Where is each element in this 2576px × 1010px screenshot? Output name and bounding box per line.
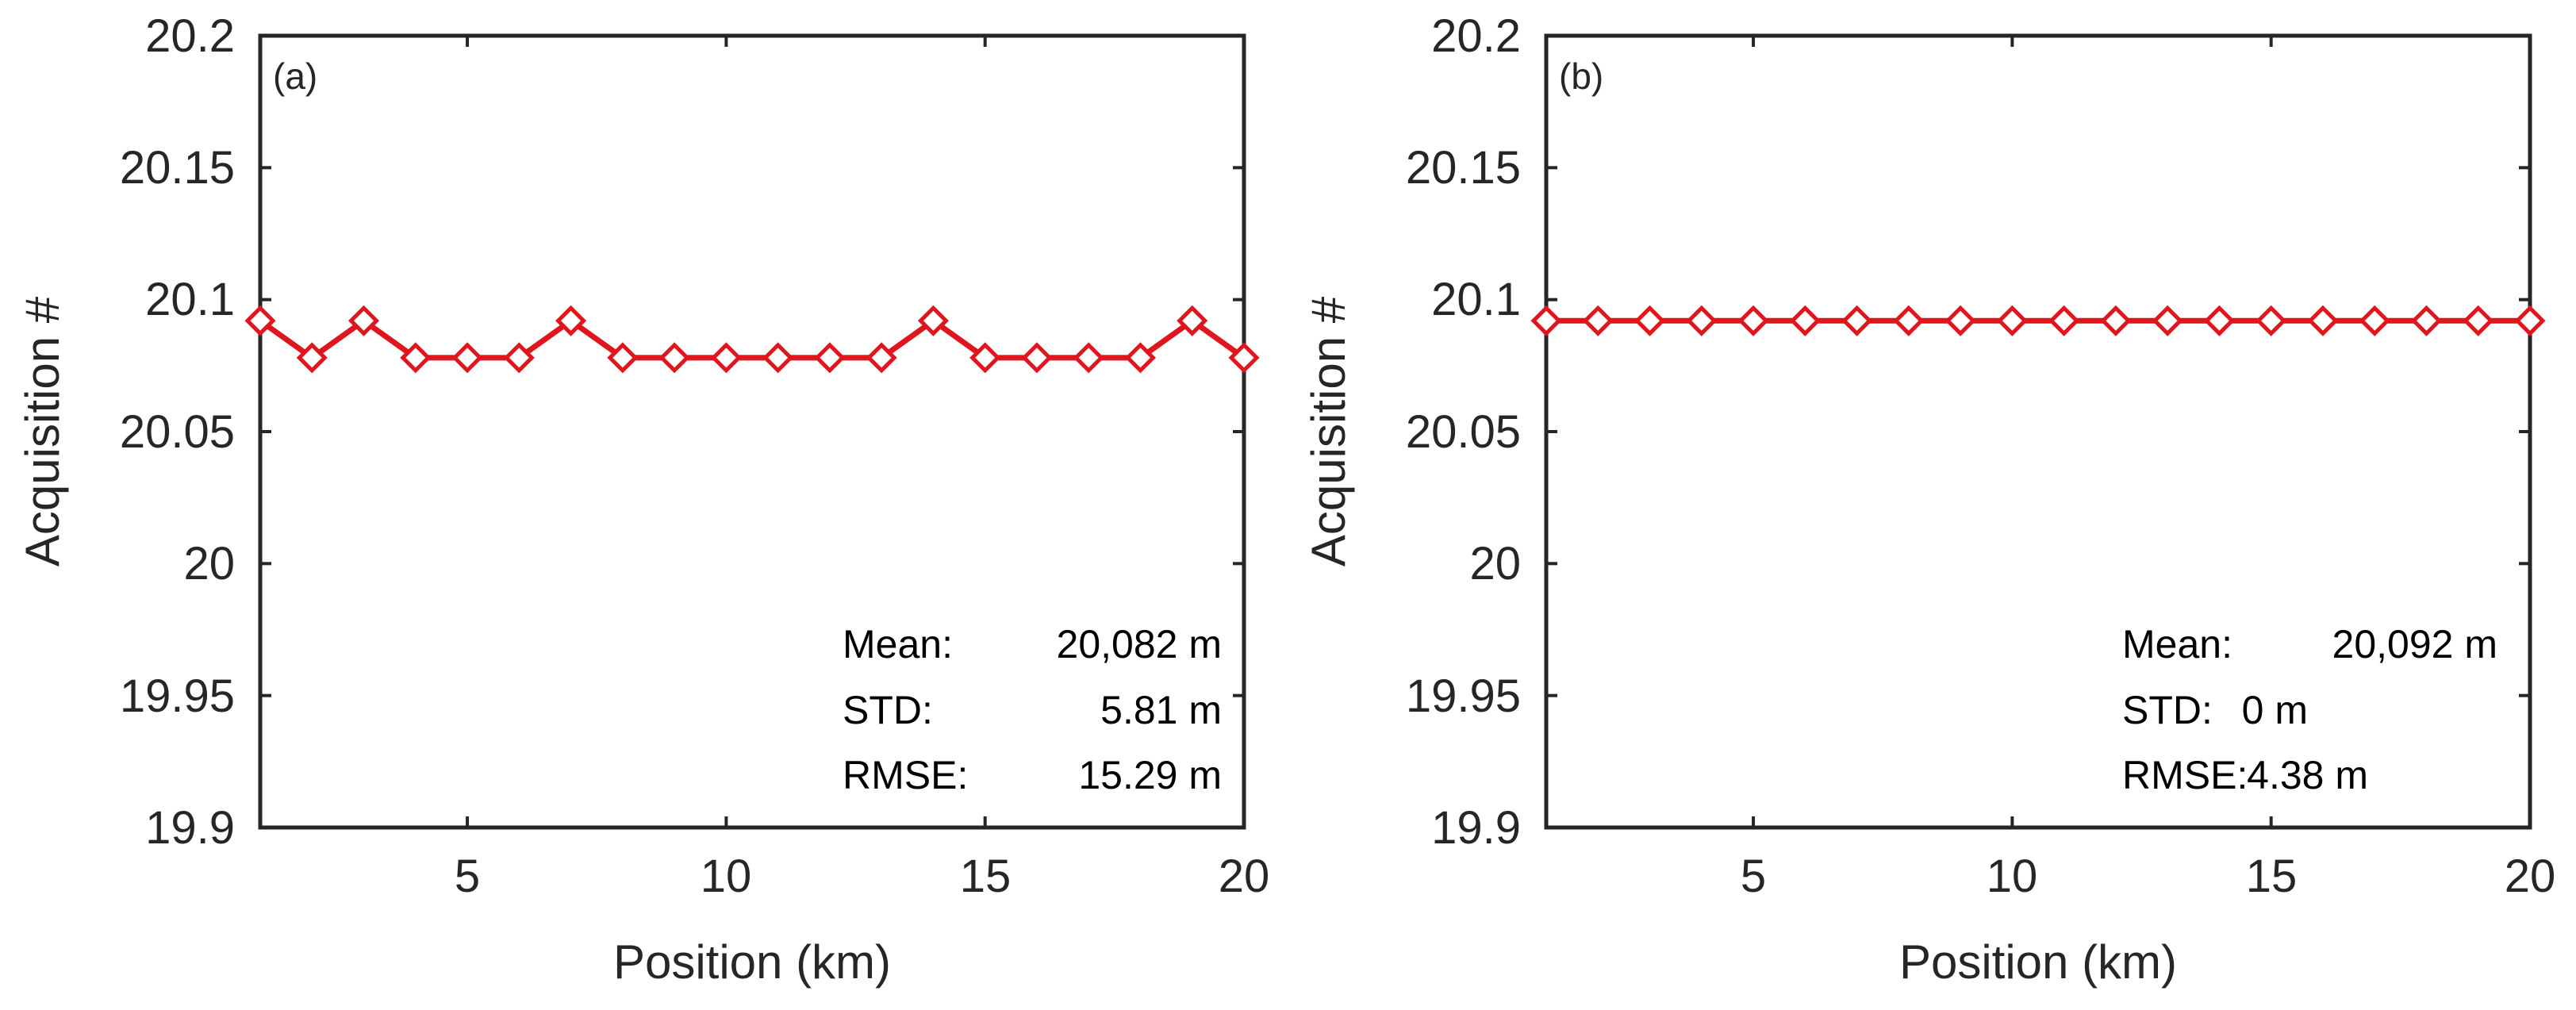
y-tick-label: 19.95 <box>1406 670 1521 722</box>
data-point-marker <box>607 342 639 374</box>
data-point-marker <box>2255 305 2287 336</box>
stat-std-label: STD: <box>843 688 933 732</box>
panel-b: 19.9 19.95 20 20.05 20.1 20.15 20.2 5 10… <box>1302 10 2555 989</box>
stat-mean-label: Mean: <box>843 622 953 666</box>
y-tick-label: 20 <box>1469 538 1521 589</box>
data-point-marker <box>1530 305 1562 336</box>
x-tick-label: 15 <box>960 851 1012 902</box>
data-point-marker <box>1021 342 1053 374</box>
axis-ticks <box>260 34 1246 829</box>
data-series <box>244 305 1260 374</box>
y-tick-label: 20.15 <box>1406 142 1521 194</box>
stat-std-label: STD: <box>2122 688 2213 732</box>
data-point-marker <box>866 342 897 374</box>
data-point-marker <box>1893 305 1925 336</box>
data-point-marker <box>2100 305 2132 336</box>
y-tick-labels: 19.9 19.95 20 20.05 20.1 20.15 20.2 <box>120 10 235 854</box>
stat-mean-value: 20,092 m <box>2332 622 2497 666</box>
panel-label: (a) <box>273 56 317 97</box>
y-tick-label: 19.95 <box>120 670 235 722</box>
data-series <box>1530 305 2546 336</box>
data-point-marker <box>347 305 380 336</box>
data-point-marker <box>2152 305 2183 336</box>
y-tick-label: 20.05 <box>1406 406 1521 458</box>
y-tick-label: 20 <box>183 538 235 589</box>
data-point-marker <box>1228 342 1260 374</box>
x-tick-label: 15 <box>2246 851 2298 902</box>
y-axis-label: Acquisition # <box>1302 296 1355 566</box>
x-tick-label: 20 <box>1219 851 1270 902</box>
y-tick-label: 20.1 <box>1431 274 1521 325</box>
stats-box: Mean: 20,092 m STD: 0 m RMSE: 4.38 m <box>2122 622 2497 797</box>
stat-std-value: 0 m <box>2242 688 2308 732</box>
data-point-marker <box>2203 305 2235 336</box>
stat-rmse-label: RMSE: <box>2122 753 2248 797</box>
x-tick-label: 5 <box>455 851 480 902</box>
y-tick-label: 20.05 <box>120 406 235 458</box>
data-point-marker <box>244 305 276 336</box>
data-point-marker <box>503 342 535 374</box>
x-tick-labels: 5 10 15 20 <box>455 851 1269 902</box>
data-point-marker <box>969 342 1001 374</box>
data-point-marker <box>814 342 846 374</box>
y-tick-label: 20.1 <box>145 274 235 325</box>
data-point-marker <box>917 305 949 336</box>
stat-rmse-value: 4.38 m <box>2247 753 2368 797</box>
panel-label: (b) <box>1559 56 1603 97</box>
data-point-marker <box>762 342 794 374</box>
data-point-marker <box>1124 342 1157 374</box>
data-point-marker <box>2048 305 2080 336</box>
y-tick-label: 20.15 <box>120 142 235 194</box>
y-tick-label: 19.9 <box>1431 802 1521 854</box>
y-axis-label: Acquisition # <box>16 296 69 566</box>
x-axis-label: Position (km) <box>1899 935 2177 989</box>
data-point-marker <box>1737 305 1769 336</box>
data-point-marker <box>2359 305 2390 336</box>
data-point-marker <box>296 342 328 374</box>
stat-rmse-value: 15.29 m <box>1078 753 1222 797</box>
data-point-marker <box>1582 305 1614 336</box>
data-point-marker <box>1789 305 1821 336</box>
stat-rmse-label: RMSE: <box>843 753 968 797</box>
data-point-marker <box>400 342 432 374</box>
data-point-marker <box>2410 305 2443 336</box>
data-point-marker <box>710 342 742 374</box>
data-point-marker <box>451 342 483 374</box>
data-point-marker <box>1686 305 1718 336</box>
y-tick-label: 20.2 <box>1431 10 1521 62</box>
y-tick-label: 20.2 <box>145 10 235 62</box>
stats-box: Mean: 20,082 m STD: 5.81 m RMSE: 15.29 m <box>843 622 1222 797</box>
x-tick-labels: 5 10 15 20 <box>1741 851 2555 902</box>
stat-std-value: 5.81 m <box>1100 688 1222 732</box>
data-point-marker <box>658 342 690 374</box>
y-tick-labels: 19.9 19.95 20 20.05 20.1 20.15 20.2 <box>1406 10 1521 854</box>
y-tick-label: 19.9 <box>145 802 235 854</box>
data-point-marker <box>1073 342 1104 374</box>
x-tick-label: 5 <box>1741 851 1766 902</box>
plot-frame <box>258 33 1246 830</box>
x-tick-label: 10 <box>1987 851 2038 902</box>
x-tick-label: 20 <box>2505 851 2556 902</box>
data-point-marker <box>2307 305 2339 336</box>
data-point-marker <box>1841 305 1873 336</box>
data-point-marker <box>1177 305 1208 336</box>
plot-frame <box>1544 33 2532 830</box>
axis-ticks <box>1546 34 2532 829</box>
data-point-marker <box>2463 305 2494 336</box>
data-point-marker <box>1944 305 1976 336</box>
data-point-marker <box>1996 305 2028 336</box>
data-point-marker <box>2514 305 2546 336</box>
stat-mean-label: Mean: <box>2122 622 2232 666</box>
panel-a: 19.9 19.95 20 20.05 20.1 20.15 20.2 5 10… <box>16 10 1269 989</box>
x-axis-label: Position (km) <box>613 935 891 989</box>
data-point-marker <box>1634 305 1666 336</box>
data-point-marker <box>555 305 587 336</box>
x-tick-label: 10 <box>701 851 752 902</box>
stat-mean-value: 20,082 m <box>1057 622 1222 666</box>
